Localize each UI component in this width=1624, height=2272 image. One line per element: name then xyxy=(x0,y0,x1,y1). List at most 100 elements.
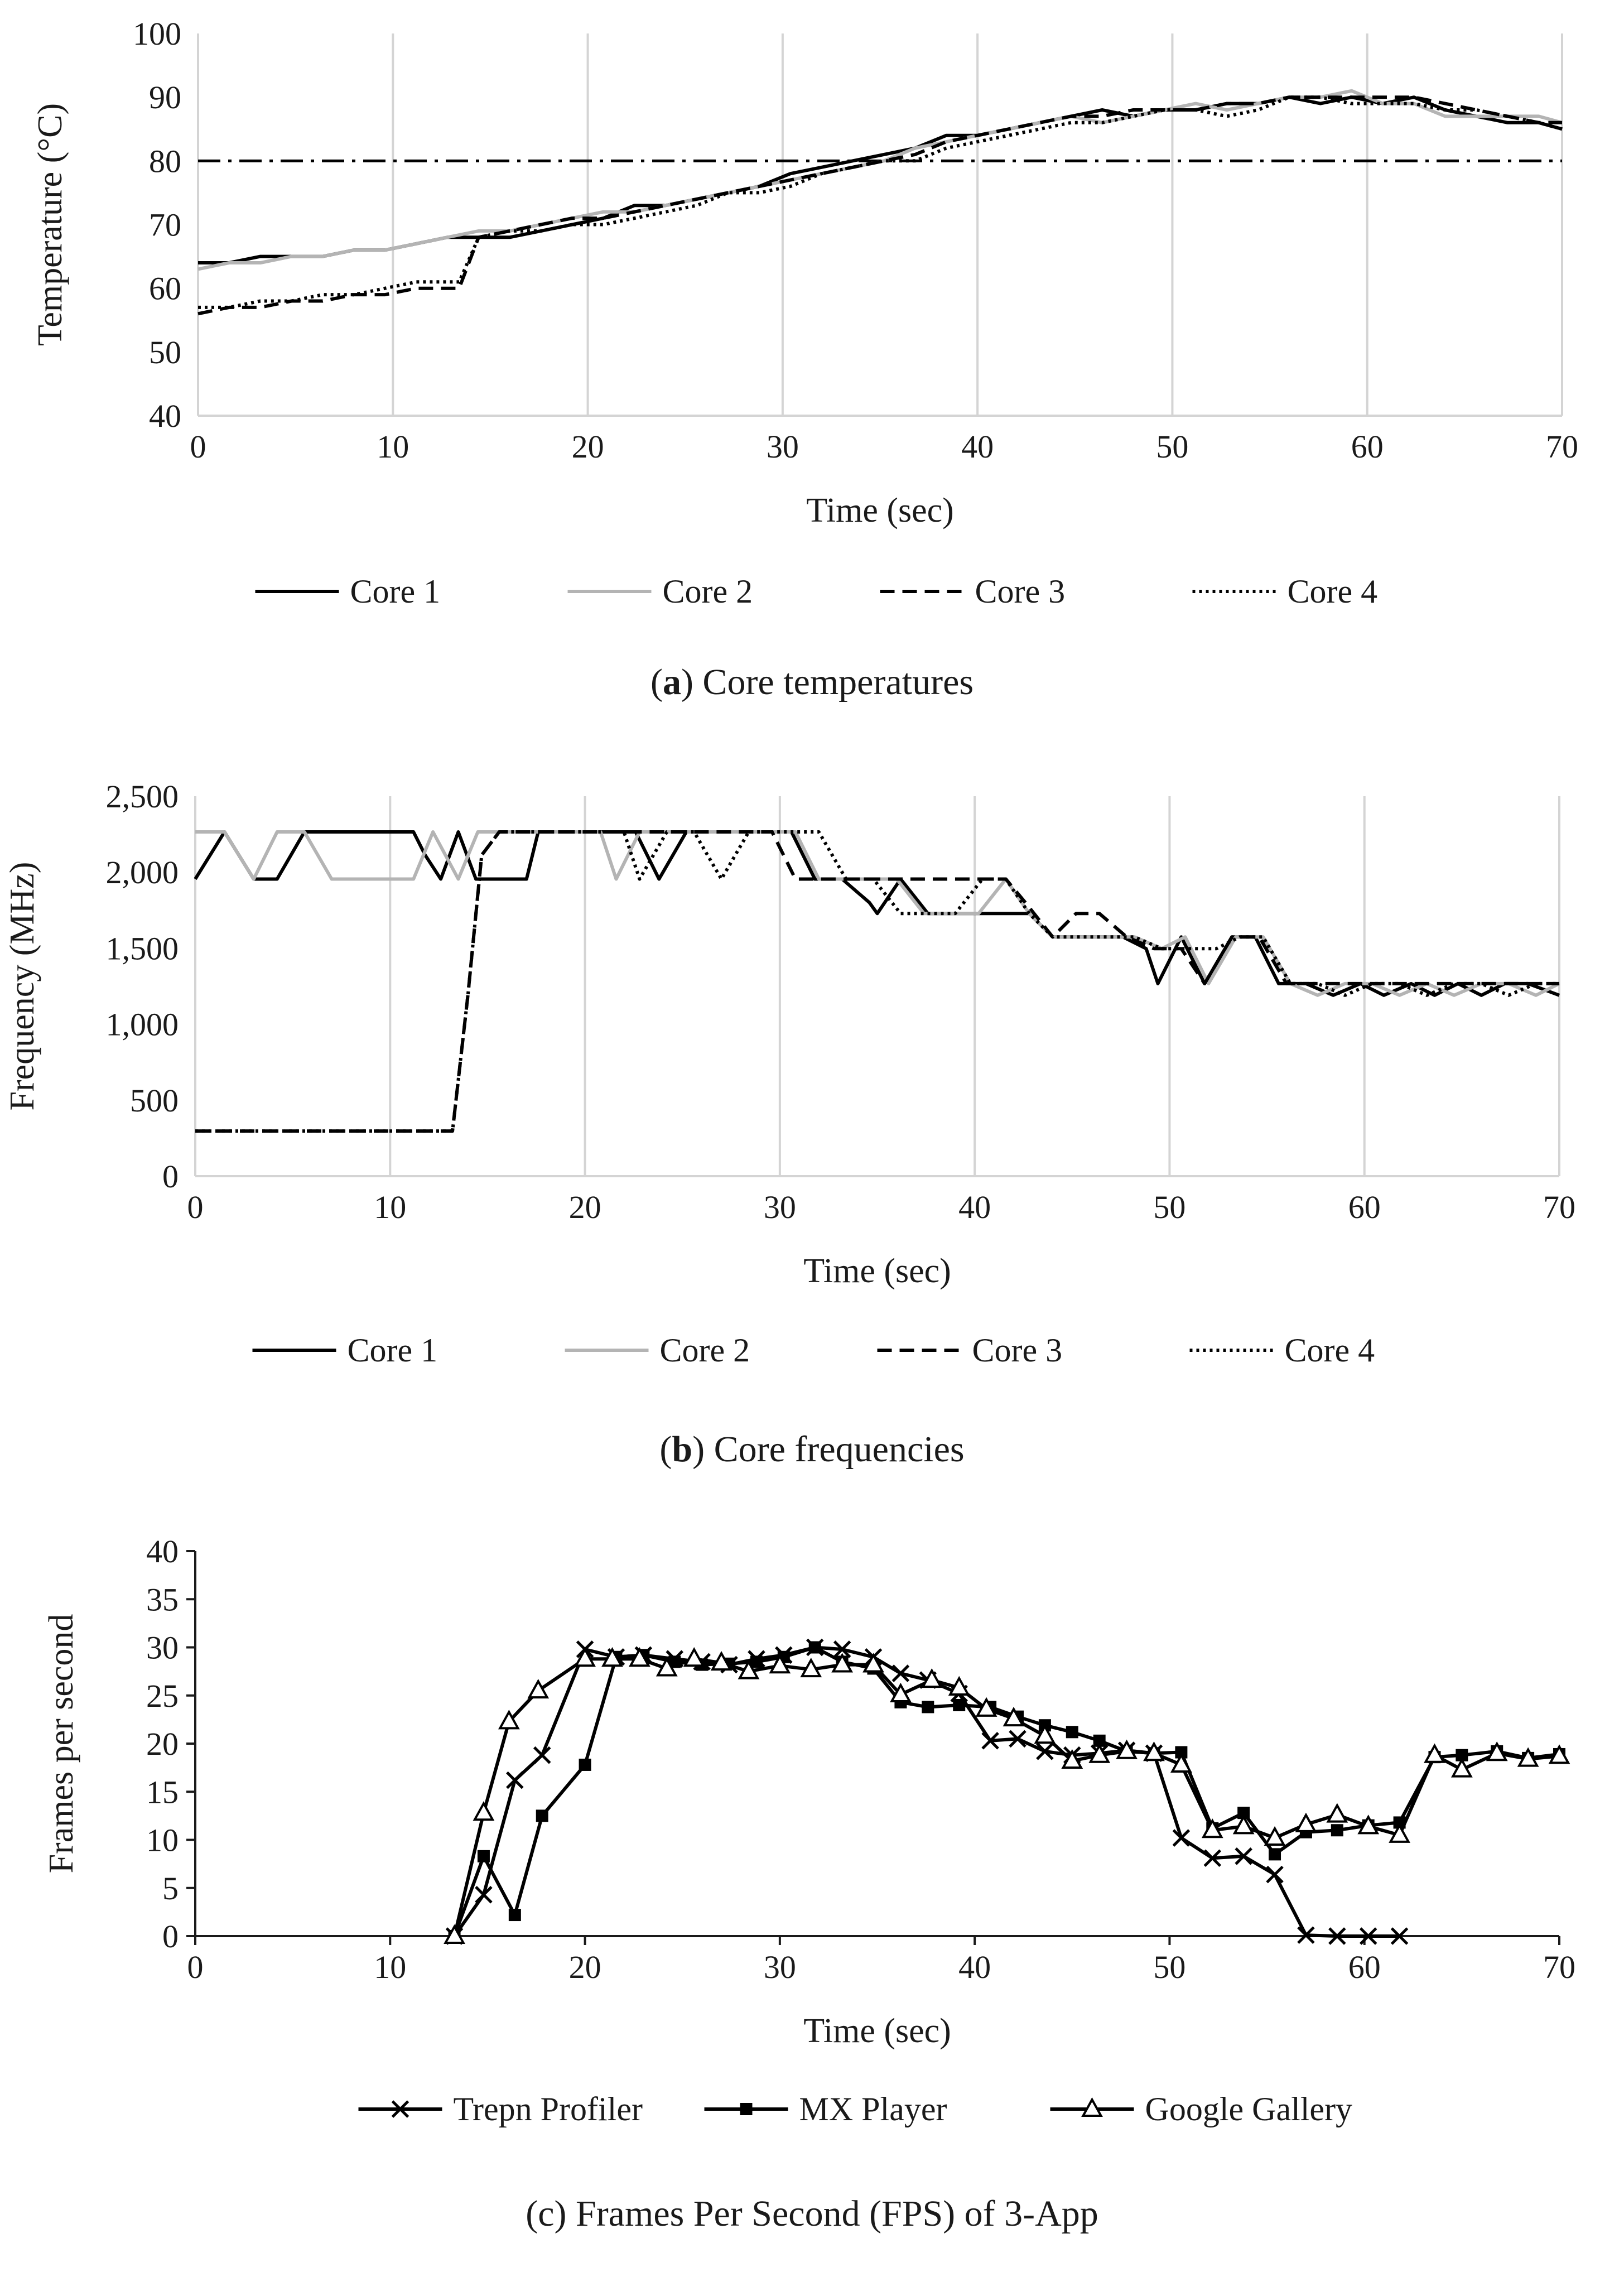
chart-c-ytick-label: 25 xyxy=(146,1678,179,1714)
chart-c-point-2 xyxy=(953,1699,966,1711)
chart-c-point-1 xyxy=(981,1732,999,1750)
chart-c-point-3 xyxy=(862,1653,884,1673)
chart-c-point-2 xyxy=(579,1758,591,1771)
caption-c-text: Frames Per Second (FPS) of 3-App xyxy=(576,2193,1098,2234)
chart-b-ytick-label: 500 xyxy=(130,1082,179,1119)
chart-b-ytick-label: 0 xyxy=(162,1158,179,1195)
chart-c-point-1 xyxy=(1328,1927,1346,1945)
chart-c-point-3 xyxy=(473,1801,495,1821)
chart-a-xtick-label: 40 xyxy=(961,429,994,465)
chart-c-point-3 xyxy=(769,1654,791,1674)
chart-c-point-3 xyxy=(1548,1744,1570,1764)
chart-c-point-2 xyxy=(1456,1749,1468,1761)
chart-a-legend-label-1: Core 1 xyxy=(350,573,441,610)
chart-c-point-3 xyxy=(921,1668,943,1688)
chart-c-point-1 xyxy=(1203,1849,1222,1867)
chart-a-series-line-4 xyxy=(198,95,1563,309)
chart-c-point-3 xyxy=(1389,1823,1410,1843)
chart-c-point-2 xyxy=(922,1701,934,1713)
chart-c-point-3 xyxy=(444,1924,465,1944)
chart-c-xtick-label: 0 xyxy=(187,1949,204,1985)
chart-a-core-temperatures: 40 50 60 70 80 90 100 0 10 20 30 40 50 60 70 Time (sec)… xyxy=(31,16,1578,610)
chart-c-point-3 xyxy=(574,1647,596,1667)
chart-a-series-line-3 xyxy=(197,95,1562,316)
chart-c-xtick-label: 10 xyxy=(374,1949,406,1985)
chart-a-y-axis-title: Temperature (°C) xyxy=(31,103,69,346)
chart-c-point-1 xyxy=(1172,1829,1191,1847)
chart-c-legend-marker-2 xyxy=(740,2103,753,2115)
chart-c-xtick-label: 60 xyxy=(1348,1949,1381,1985)
caption-a: (a) Core temperatures xyxy=(650,662,974,702)
chart-c-point-3 xyxy=(890,1682,912,1703)
chart-c-point-3 xyxy=(1232,1814,1255,1835)
chart-c-y-axis-title: Frames per second xyxy=(42,1614,80,1874)
chart-c-point-3 xyxy=(1424,1743,1445,1763)
chart-b-series-line-1 xyxy=(194,830,1560,997)
chart-c-point-3 xyxy=(683,1647,705,1667)
chart-c-point-3 xyxy=(1003,1707,1025,1727)
chart-b-xtick-label: 40 xyxy=(958,1189,991,1225)
chart-c-point-1 xyxy=(1297,1926,1315,1944)
chart-a-ytick-label: 50 xyxy=(149,334,181,370)
chart-c-point-1 xyxy=(833,1640,851,1658)
chart-c-point-1 xyxy=(1036,1742,1054,1760)
chart-b-ytick-label: 2,000 xyxy=(106,854,179,890)
chart-b-xtick-label: 0 xyxy=(187,1189,204,1225)
caption-b-text: Core frequencies xyxy=(714,1429,965,1470)
chart-c-point-3 xyxy=(628,1647,650,1667)
chart-b-ytick-label: 1,000 xyxy=(106,1007,179,1043)
chart-b-xtick-label: 20 xyxy=(569,1189,601,1225)
chart-c-point-2 xyxy=(1269,1848,1281,1861)
chart-c-ytick-label: 0 xyxy=(162,1918,179,1955)
chart-b-ytick-label: 1,500 xyxy=(106,930,179,966)
chart-c-ytick-label: 30 xyxy=(146,1630,179,1666)
chart-c-point-3 xyxy=(1357,1814,1380,1835)
chart-c-xtick-label: 70 xyxy=(1543,1949,1575,1985)
chart-c-ytick-label: 10 xyxy=(146,1822,179,1859)
chart-c-point-3 xyxy=(1061,1749,1083,1769)
chart-c-point-2 xyxy=(508,1909,521,1922)
chart-c-series-line-1 xyxy=(453,1645,1400,1938)
caption-a-text: Core temperatures xyxy=(702,662,974,702)
chart-b-y-axis-title: Frequency (MHz) xyxy=(3,862,41,1111)
caption-c-letter: c xyxy=(538,2193,555,2234)
chart-c-point-3 xyxy=(1326,1803,1348,1823)
chart-c-point-1 xyxy=(891,1664,910,1682)
chart-c-legend-marker-1 xyxy=(391,2100,409,2118)
chart-a-xtick-label: 10 xyxy=(377,429,409,465)
chart-c-point-3 xyxy=(1264,1826,1286,1846)
chart-a-xtick-label: 50 xyxy=(1156,429,1188,465)
chart-c-point-2 xyxy=(536,1809,548,1822)
panel-c: 0 5 10 15 20 25 30 35 40 0 10 20 30 40 50 60 70 Time (sec… xyxy=(0,1529,1624,2254)
chart-c-point-3 xyxy=(738,1659,760,1679)
chart-b-legend-label-3: Core 3 xyxy=(972,1332,1063,1369)
chart-c-ytick-label: 35 xyxy=(146,1581,179,1618)
chart-c-xtick-label: 20 xyxy=(569,1949,601,1985)
chart-a-legend-label-4: Core 4 xyxy=(1288,573,1378,610)
chart-c-point-1 xyxy=(506,1771,524,1789)
chart-c-ytick-label: 15 xyxy=(146,1774,179,1810)
chart-c-point-3 xyxy=(656,1657,678,1677)
chart-c-point-3 xyxy=(1034,1724,1056,1744)
chart-b-core-frequencies: 0 500 1,000 1,500 2,000 2,500 0 10 20 30 40 50 60 70 T… xyxy=(3,778,1575,1369)
chart-c-ytick-label: 40 xyxy=(146,1533,179,1570)
chart-c-legend-label-2: MX Player xyxy=(799,2091,947,2127)
chart-a-ytick-label: 100 xyxy=(133,16,181,52)
chart-c-point-3 xyxy=(1486,1741,1508,1761)
chart-a-ytick-label: 60 xyxy=(149,271,181,307)
chart-c-point-3 xyxy=(1088,1743,1111,1763)
caption-b-letter: b xyxy=(672,1429,693,1470)
chart-a-series-line-2 xyxy=(197,89,1563,271)
chart-c-point-1 xyxy=(1009,1730,1027,1748)
chart-c-point-2 xyxy=(750,1655,763,1668)
chart-c-point-3 xyxy=(1143,1741,1165,1761)
caption-a-letter: a xyxy=(662,662,681,702)
chart-c-point-3 xyxy=(1517,1747,1539,1767)
chart-c-ytick-label: 5 xyxy=(162,1870,179,1907)
chart-b-series-line-4 xyxy=(195,830,1559,1133)
chart-a-x-axis-title: Time (sec) xyxy=(806,492,954,530)
chart-b-legend-label-2: Core 2 xyxy=(660,1332,750,1369)
caption-c: (c) Frames Per Second (FPS) of 3-App xyxy=(526,2193,1098,2234)
chart-c-point-3 xyxy=(1170,1753,1192,1773)
chart-b-xtick-label: 30 xyxy=(764,1189,796,1225)
